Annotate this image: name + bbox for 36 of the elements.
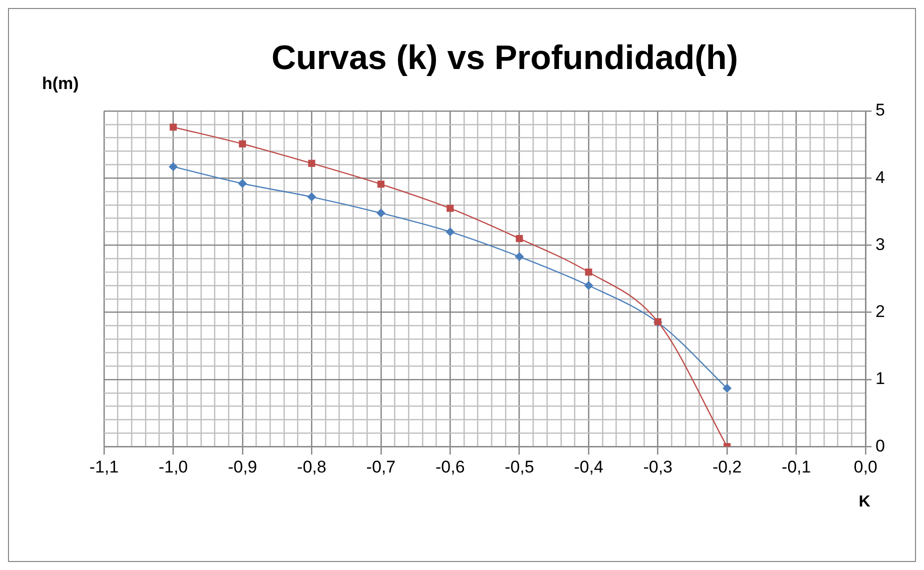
x-tick-label: -0,1 [782, 457, 811, 476]
x-tick-label: -0,2 [712, 457, 742, 476]
point [377, 180, 384, 188]
x-tick-label: -0,5 [504, 457, 534, 476]
x-tick-label: -1,0 [158, 457, 188, 476]
chart-title: Curvas (k) vs Profundidad(h) [271, 39, 738, 77]
point [585, 268, 592, 276]
point [446, 227, 455, 236]
point [516, 234, 523, 242]
x-tick-label: 0,0 [854, 457, 878, 476]
y-tick-label: 3 [876, 234, 886, 254]
x-axis-title: K [858, 494, 871, 511]
point [308, 160, 316, 167]
point [238, 140, 246, 148]
point [514, 252, 524, 262]
y-tick-label: 5 [876, 100, 886, 120]
x-tick-label: -0,4 [574, 457, 604, 476]
x-tick-label: -0,8 [297, 457, 326, 476]
point [446, 204, 454, 212]
y-tick-label: 4 [876, 168, 886, 187]
x-tick-label: -0,3 [643, 457, 672, 476]
x-tick-label: -0,9 [228, 457, 258, 476]
x-tick-label: -1,1 [89, 457, 119, 476]
point [376, 208, 386, 218]
y-tick-label: 1 [876, 369, 886, 388]
point [168, 162, 178, 172]
x-tick-label: -0,7 [366, 457, 396, 476]
point [238, 178, 247, 188]
y-tick-label: 2 [876, 302, 886, 322]
point [307, 192, 316, 202]
point [170, 124, 177, 131]
y-tick-label: 0 [876, 436, 886, 456]
y-axis-title: h(m) [42, 74, 79, 93]
x-tick-label: -0,6 [436, 457, 465, 476]
point [584, 281, 594, 290]
point [722, 384, 732, 393]
